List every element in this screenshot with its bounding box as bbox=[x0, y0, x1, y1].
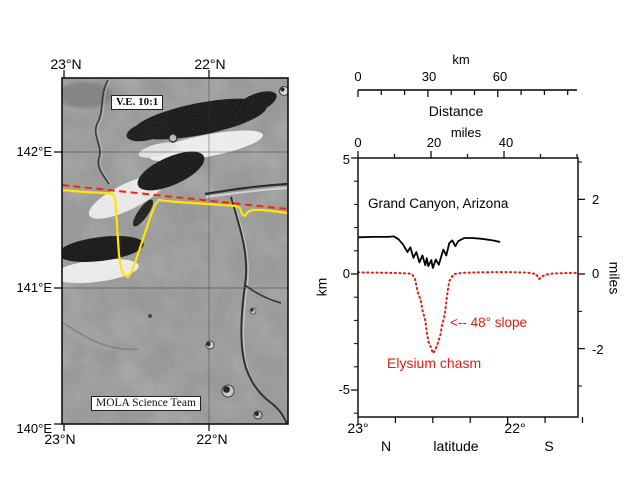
xaxis-title-latitude: latitude bbox=[433, 438, 479, 454]
map-bottom-tick-22n: 22°N bbox=[196, 431, 228, 447]
miles-scale-tick-20: 20 bbox=[426, 135, 442, 150]
map-graticule-ticks bbox=[54, 70, 288, 431]
yaxis-miles-tick-neg2: -2 bbox=[592, 342, 604, 357]
map-left-tick-142e: 142°E bbox=[16, 144, 52, 159]
map-terrain-art bbox=[62, 78, 288, 424]
map-top-tick-23n: 23°N bbox=[50, 56, 82, 72]
miles-scale-unit: miles bbox=[450, 125, 482, 140]
miles-scale-tick-40: 40 bbox=[498, 135, 514, 150]
km-scale-tick-0: 0 bbox=[354, 69, 362, 84]
map-profile-overlay bbox=[61, 184, 288, 279]
yaxis-km-tick-5: 5 bbox=[342, 152, 350, 167]
map-profile-track-line bbox=[61, 188, 288, 279]
xaxis-north-label: N bbox=[380, 438, 392, 454]
vertical-exaggeration-label: V.E. 10:1 bbox=[111, 95, 164, 110]
km-scale-tick-60: 60 bbox=[492, 69, 508, 84]
map-left-tick-140e: 140°E bbox=[16, 421, 52, 436]
annotation-elysium-chasm: Elysium chasm bbox=[387, 355, 482, 371]
map-frame bbox=[61, 77, 289, 425]
km-scale-unit: km bbox=[452, 52, 470, 67]
yaxis-miles-tick-0: 0 bbox=[592, 266, 600, 281]
yaxis-km-tick-neg5: -5 bbox=[338, 382, 350, 397]
annotation-grand-canyon: Grand Canyon, Arizona bbox=[368, 196, 509, 211]
map-bottom-tick-23n: 23°N bbox=[44, 431, 76, 447]
annotation-slope: <-- 48° slope bbox=[450, 315, 528, 330]
profile-series-1 bbox=[357, 271, 579, 356]
xaxis-tick-23deg: 23° bbox=[347, 420, 369, 436]
yaxis-miles-title: miles bbox=[606, 261, 623, 295]
chart-profiles bbox=[357, 235, 579, 356]
distance-axis-title: Distance bbox=[428, 103, 484, 119]
yaxis-km-tick-0: 0 bbox=[342, 266, 350, 281]
xaxis-south-label: S bbox=[544, 438, 554, 454]
map-top-tick-22n: 22°N bbox=[194, 56, 226, 72]
map-left-tick-141e: 141°E bbox=[16, 280, 52, 295]
yaxis-km-title: km bbox=[313, 277, 330, 297]
map-credit-label: MOLA Science Team bbox=[91, 396, 201, 411]
chart-frame bbox=[357, 157, 579, 418]
miles-scale-tick-0: 0 bbox=[354, 135, 362, 150]
km-scale-tick-30: 30 bbox=[421, 69, 437, 84]
map-datum-dashed-line bbox=[61, 184, 288, 210]
yaxis-miles-tick-2: 2 bbox=[592, 192, 600, 207]
profile-series-0 bbox=[357, 235, 501, 269]
xaxis-tick-22deg: 22° bbox=[504, 420, 526, 436]
